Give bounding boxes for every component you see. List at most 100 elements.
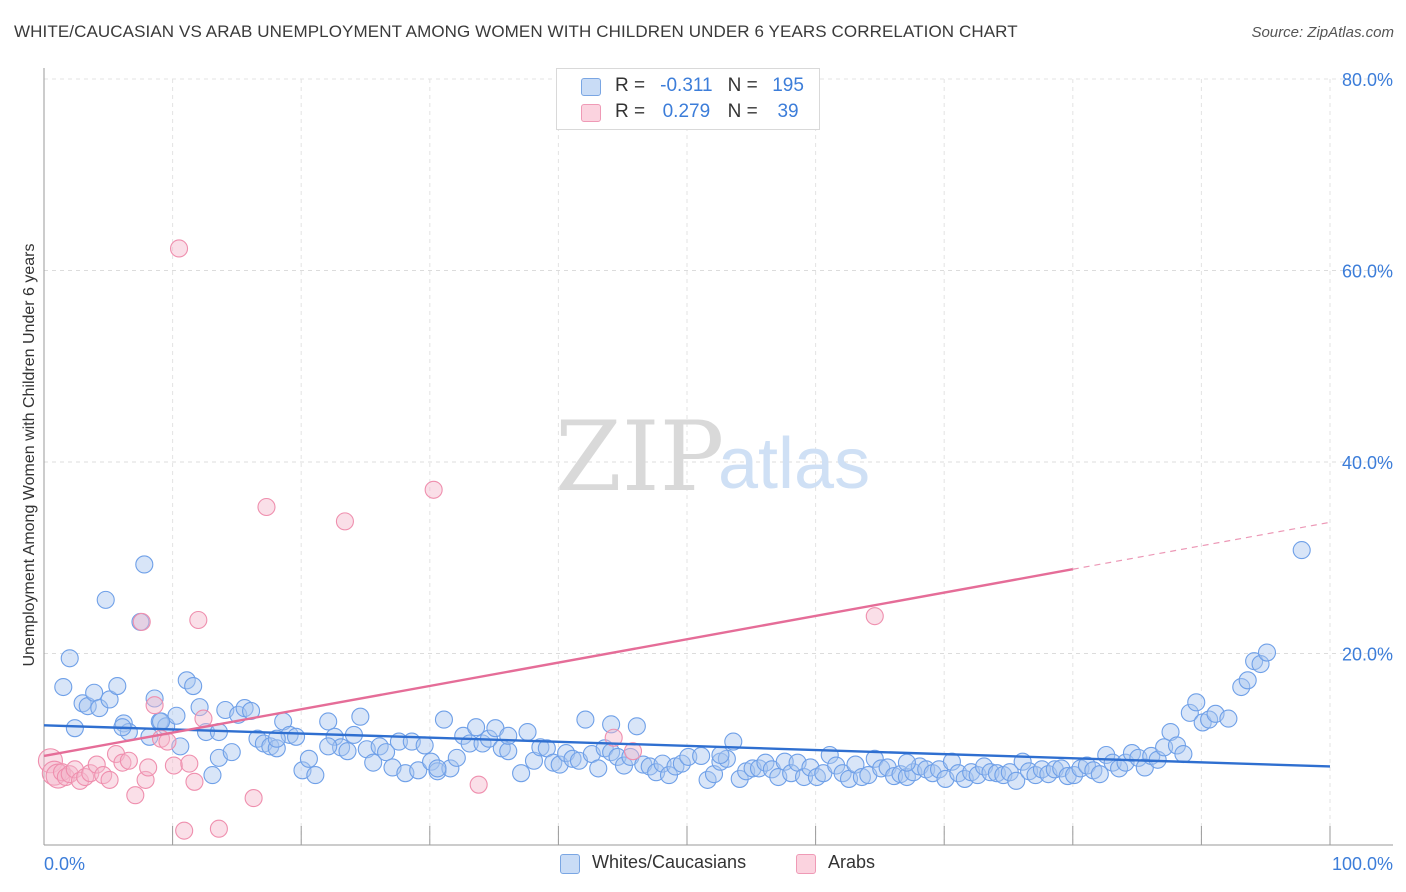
- legend-n-label: N =: [727, 101, 758, 122]
- data-point-whites: [544, 753, 563, 772]
- data-point-whites: [319, 737, 338, 756]
- legend-label-whites: Whites/Caucasians: [592, 852, 747, 872]
- data-point-arabs: [185, 772, 204, 791]
- watermark-zip: ZIP: [555, 401, 724, 513]
- data-point-whites: [85, 683, 104, 702]
- data-point-arabs: [175, 821, 194, 840]
- data-point-whites: [409, 761, 428, 780]
- data-point-arabs: [623, 742, 643, 761]
- y-tick-label: 40.0%: [1342, 453, 1393, 473]
- legend-swatch-whites: [581, 78, 601, 96]
- data-point-arabs: [119, 751, 138, 770]
- data-point-arabs: [244, 789, 263, 808]
- data-point-whites: [679, 747, 698, 766]
- legend-n-value-arabs: 39: [777, 101, 799, 122]
- data-point-whites: [167, 706, 186, 725]
- source-credit: Source: ZipAtlas.com: [1251, 24, 1394, 41]
- data-point-arabs: [126, 786, 145, 805]
- data-point-whites: [108, 677, 127, 696]
- data-point-whites: [135, 555, 154, 574]
- data-point-whites: [711, 745, 730, 765]
- data-point-whites: [447, 748, 466, 767]
- data-point-whites: [454, 726, 473, 745]
- data-point-whites: [1292, 541, 1311, 560]
- legend-n-label: N =: [727, 75, 758, 96]
- data-point-arabs: [469, 775, 488, 794]
- trend-line-arabs: [43, 568, 1074, 758]
- data-point-arabs: [132, 612, 151, 631]
- legend-r-value-whites: -0.311: [660, 75, 713, 96]
- data-point-whites: [724, 732, 743, 751]
- legend-swatch-whites: [560, 854, 580, 874]
- data-point-whites: [73, 694, 92, 713]
- data-point-whites: [422, 752, 441, 771]
- data-point-whites: [267, 729, 286, 748]
- data-point-whites: [299, 749, 318, 768]
- data-point-arabs: [164, 756, 183, 775]
- x-tick-label: 0.0%: [44, 854, 85, 874]
- data-point-whites: [65, 719, 84, 738]
- legend-n-value-whites: 195: [772, 75, 804, 96]
- axes: [43, 68, 1393, 846]
- data-point-whites: [499, 726, 518, 745]
- data-point-whites: [222, 743, 241, 762]
- data-point-whites: [692, 746, 711, 766]
- data-point-whites: [1065, 766, 1084, 785]
- data-point-whites: [672, 754, 691, 773]
- data-point-whites: [261, 737, 280, 756]
- data-point-whites: [1174, 744, 1193, 764]
- data-point-whites: [434, 710, 453, 729]
- trend-lines: [43, 521, 1331, 768]
- data-point-arabs: [180, 754, 199, 773]
- data-point-whites: [1257, 643, 1277, 662]
- data-point-whites: [512, 764, 531, 783]
- data-point-whites: [325, 727, 344, 746]
- data-point-whites: [1232, 677, 1251, 697]
- correlation-legend: R = -0.311 N = 195 R = 0.279 N = 39: [556, 68, 820, 130]
- legend-swatch-arabs: [581, 104, 601, 122]
- data-point-arabs: [113, 753, 132, 772]
- data-point-whites: [203, 766, 222, 785]
- legend-r-label: R =: [615, 101, 646, 122]
- data-point-whites: [415, 736, 434, 755]
- data-point-arabs: [87, 755, 106, 774]
- data-point-whites: [730, 769, 749, 788]
- data-point-arabs: [604, 728, 623, 747]
- data-point-arabs: [189, 610, 208, 630]
- data-point-whites: [794, 767, 814, 787]
- data-point-arabs: [209, 819, 228, 838]
- data-point-whites: [319, 712, 338, 731]
- data-point-arabs: [865, 607, 884, 626]
- watermark-atlas: atlas: [718, 424, 870, 504]
- data-point-whites: [306, 766, 325, 785]
- data-point-whites: [576, 710, 595, 729]
- legend-r-value-arabs: 0.279: [662, 101, 711, 122]
- data-point-arabs: [41, 760, 67, 786]
- data-point-whites: [60, 649, 79, 668]
- data-point-whites: [287, 727, 306, 746]
- data-point-arabs: [145, 696, 164, 715]
- y-tick-label: 60.0%: [1342, 262, 1393, 282]
- data-point-whites: [145, 689, 164, 708]
- data-point-whites: [531, 738, 550, 757]
- data-point-whites: [377, 743, 396, 762]
- data-point-whites: [827, 756, 846, 775]
- data-point-whites: [499, 742, 518, 761]
- data-point-whites: [1219, 709, 1238, 728]
- data-point-arabs: [139, 758, 158, 777]
- data-point-whites: [428, 759, 447, 778]
- legend-swatch-arabs: [796, 854, 816, 874]
- data-point-whites: [184, 677, 203, 696]
- data-point-whites: [267, 739, 286, 758]
- data-point-whites: [756, 753, 775, 772]
- arabs-points: [37, 239, 884, 840]
- data-point-whites: [338, 742, 357, 761]
- tick-labels: 20.0% 40.0% 60.0% 80.0% 0.0% 100.0%: [44, 70, 1393, 874]
- y-tick-label: 20.0%: [1342, 645, 1393, 665]
- data-point-whites: [54, 677, 73, 697]
- data-point-whites: [1180, 703, 1199, 722]
- data-point-whites: [602, 715, 621, 734]
- data-point-whites: [987, 764, 1006, 783]
- data-point-whites: [589, 759, 608, 778]
